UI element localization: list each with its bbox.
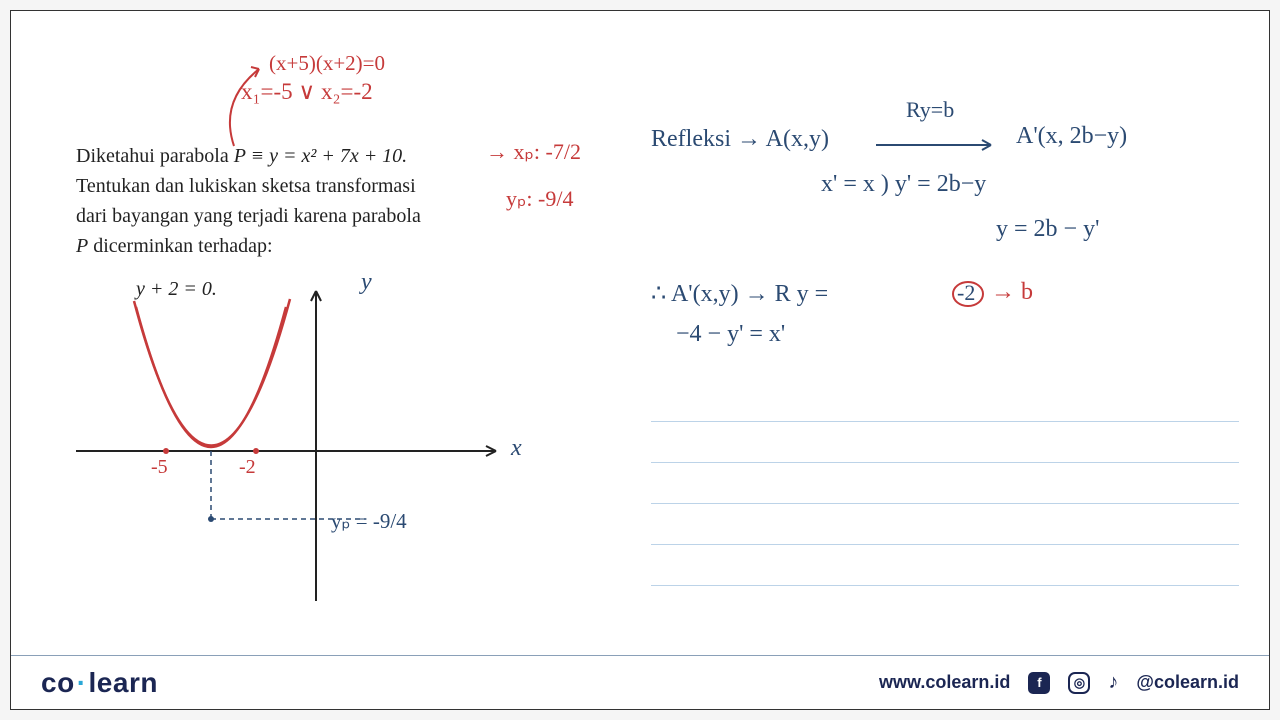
facebook-icon: f [1028, 672, 1050, 694]
root2-label: -2 [239, 456, 256, 479]
problem-line4b: dicerminkan terhadap: [88, 235, 272, 257]
arrow-ry [871, 121, 1011, 161]
work-l4b: → b [991, 279, 1033, 306]
ruled-lines [651, 421, 1239, 586]
problem-line2: Tentukan dan lukiskan sketsa transformas… [76, 175, 416, 197]
root1-label: -5 [151, 456, 168, 479]
work-l1b: A'(x, 2b−y) [1016, 123, 1127, 150]
work-l5: −4 − y' = x' [676, 321, 785, 348]
content-area: (x+5)(x+2)=0 x₁=-5 ∨ x₂=-2 Diketahui par… [11, 11, 1269, 709]
logo-co: co [41, 667, 75, 698]
axis-y-label: y [361, 269, 372, 296]
circled-val: -2 [957, 280, 975, 306]
annot-factored: (x+5)(x+2)=0 [269, 51, 385, 76]
annot-xp: → xₚ: -7/2 [486, 139, 581, 165]
problem-text: Diketahui parabola P ≡ y = x² + 7x + 10.… [76, 141, 506, 261]
page-frame: (x+5)(x+2)=0 x₁=-5 ∨ x₂=-2 Diketahui par… [10, 10, 1270, 710]
parabola-graph [66, 271, 526, 611]
work-l3: y = 2b − y' [996, 216, 1099, 243]
footer: co·learn www.colearn.id f ◎ ♪ @colearn.i… [11, 655, 1269, 709]
work-l1a: Refleksi → A(x,y) [651, 126, 829, 153]
brand-logo: co·learn [41, 667, 158, 699]
xp-text: xₚ: -7/2 [514, 139, 581, 164]
instagram-icon: ◎ [1068, 672, 1090, 694]
tiktok-icon: ♪ [1108, 671, 1118, 694]
arrow-to-factored [219, 61, 279, 151]
vertex-label: yₚ = -9/4 [331, 509, 407, 534]
axis-x-label: x [511, 435, 522, 462]
work-arrow-top: Ry=b [906, 97, 954, 123]
footer-handle: @colearn.id [1136, 672, 1239, 693]
problem-line4a: P [76, 235, 88, 257]
work-l2: x' = x ) y' = 2b−y [821, 171, 986, 198]
problem-line1b: P ≡ y = x² + 7x + 10. [234, 145, 407, 167]
logo-learn: learn [89, 667, 158, 698]
work-l4a: ∴ A'(x,y) → R y = [651, 279, 828, 308]
problem-line1a: Diketahui parabola [76, 145, 234, 167]
footer-right: www.colearn.id f ◎ ♪ @colearn.id [879, 671, 1239, 694]
logo-dot: · [75, 667, 89, 698]
footer-url: www.colearn.id [879, 672, 1010, 693]
problem-line3: dari bayangan yang terjadi karena parabo… [76, 205, 421, 227]
annot-yp: yₚ: -9/4 [506, 186, 573, 212]
